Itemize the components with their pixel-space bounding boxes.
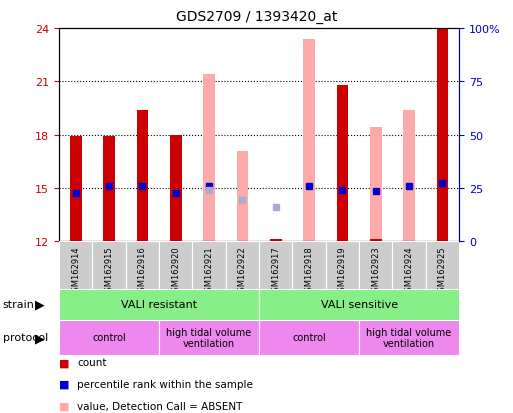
Text: value, Detection Call = ABSENT: value, Detection Call = ABSENT xyxy=(77,401,242,411)
Text: GSM162922: GSM162922 xyxy=(238,245,247,296)
Bar xyxy=(192,242,226,289)
Text: GSM162920: GSM162920 xyxy=(171,245,180,296)
Bar xyxy=(259,289,459,320)
Text: control: control xyxy=(92,332,126,343)
Bar xyxy=(103,137,115,242)
Bar xyxy=(303,40,315,242)
Bar xyxy=(370,128,382,242)
Bar xyxy=(226,242,259,289)
Text: GSM162924: GSM162924 xyxy=(405,245,413,296)
Bar xyxy=(426,242,459,289)
Text: VALI resistant: VALI resistant xyxy=(121,299,197,310)
Text: ▶: ▶ xyxy=(35,298,45,311)
Bar xyxy=(159,242,192,289)
Bar xyxy=(392,242,426,289)
Text: GSM162921: GSM162921 xyxy=(205,245,213,296)
Text: GSM162914: GSM162914 xyxy=(71,245,80,296)
Bar xyxy=(92,242,126,289)
Text: ■: ■ xyxy=(59,401,69,411)
Text: GSM162915: GSM162915 xyxy=(105,245,113,296)
Text: strain: strain xyxy=(3,299,34,310)
Bar xyxy=(170,135,182,242)
Bar xyxy=(203,75,215,242)
Text: GDS2709 / 1393420_at: GDS2709 / 1393420_at xyxy=(176,10,337,24)
Bar xyxy=(359,320,459,355)
Text: VALI sensitive: VALI sensitive xyxy=(321,299,398,310)
Text: control: control xyxy=(292,332,326,343)
Text: GSM162923: GSM162923 xyxy=(371,245,380,296)
Bar xyxy=(136,110,148,242)
Text: GSM162918: GSM162918 xyxy=(305,245,313,296)
Text: high tidal volume
ventilation: high tidal volume ventilation xyxy=(366,327,452,349)
Bar xyxy=(437,29,448,242)
Bar xyxy=(59,289,259,320)
Text: percentile rank within the sample: percentile rank within the sample xyxy=(77,379,253,389)
Bar xyxy=(370,240,382,242)
Bar xyxy=(270,240,282,242)
Text: GSM162925: GSM162925 xyxy=(438,245,447,296)
Bar xyxy=(259,242,292,289)
Text: ■: ■ xyxy=(59,379,69,389)
Bar xyxy=(337,85,348,242)
Text: protocol: protocol xyxy=(3,332,48,343)
Bar xyxy=(326,242,359,289)
Bar xyxy=(292,242,326,289)
Text: GSM162919: GSM162919 xyxy=(338,245,347,296)
Bar xyxy=(359,242,392,289)
Bar xyxy=(70,137,82,242)
Bar xyxy=(126,242,159,289)
Bar xyxy=(159,320,259,355)
Text: ■: ■ xyxy=(59,358,69,368)
Bar xyxy=(259,320,359,355)
Bar xyxy=(59,320,159,355)
Text: count: count xyxy=(77,358,107,368)
Text: high tidal volume
ventilation: high tidal volume ventilation xyxy=(166,327,252,349)
Bar xyxy=(403,110,415,242)
Bar xyxy=(236,151,248,242)
Text: GSM162916: GSM162916 xyxy=(138,245,147,296)
Text: GSM162917: GSM162917 xyxy=(271,245,280,296)
Bar xyxy=(59,242,92,289)
Text: ▶: ▶ xyxy=(35,331,45,344)
